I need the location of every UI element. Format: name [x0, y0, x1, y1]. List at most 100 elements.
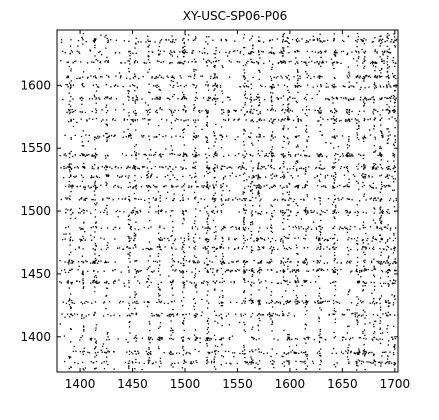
data-point	[228, 52, 230, 54]
data-point	[162, 136, 164, 138]
data-point	[249, 153, 251, 156]
data-point	[118, 176, 120, 178]
data-point	[82, 353, 84, 355]
data-point	[81, 335, 84, 337]
data-point	[374, 238, 376, 240]
data-point	[94, 152, 97, 155]
data-point	[270, 95, 273, 97]
data-point	[320, 85, 322, 87]
data-point	[334, 108, 336, 110]
data-point	[393, 85, 395, 87]
data-point	[250, 96, 252, 98]
data-point	[216, 165, 219, 167]
data-point	[159, 98, 161, 101]
data-point	[257, 63, 259, 65]
data-point	[200, 75, 202, 77]
data-point	[345, 118, 347, 121]
data-point	[136, 210, 138, 212]
data-point	[94, 248, 96, 251]
data-point	[257, 238, 260, 240]
data-point	[286, 260, 289, 263]
data-point	[282, 104, 284, 106]
data-points	[59, 32, 398, 371]
data-point	[97, 282, 99, 284]
data-point	[360, 96, 362, 98]
data-point	[295, 368, 298, 371]
data-point	[206, 221, 208, 223]
data-point	[282, 270, 284, 272]
data-point	[333, 83, 335, 85]
data-point	[244, 281, 246, 283]
data-point	[326, 246, 328, 248]
data-point	[258, 127, 260, 129]
data-point	[332, 86, 334, 88]
data-point	[271, 205, 273, 207]
data-point	[137, 167, 139, 169]
data-point	[195, 180, 197, 182]
data-point	[299, 154, 302, 156]
data-point	[348, 71, 350, 73]
data-point	[333, 178, 335, 180]
data-point	[221, 65, 223, 67]
data-point	[257, 150, 260, 152]
data-point	[260, 186, 262, 188]
data-point	[168, 39, 170, 41]
data-point	[152, 271, 154, 273]
data-point	[318, 120, 320, 122]
data-point	[86, 77, 89, 79]
data-point	[362, 353, 364, 355]
data-point	[305, 130, 307, 132]
data-point	[67, 209, 69, 211]
data-point	[273, 184, 275, 186]
data-point	[156, 301, 158, 304]
data-point	[382, 86, 385, 88]
data-point	[64, 269, 66, 271]
data-point	[260, 168, 262, 170]
data-point	[393, 247, 396, 250]
data-point	[319, 33, 321, 35]
data-point	[373, 282, 375, 284]
data-point	[306, 195, 309, 198]
data-point	[148, 139, 151, 141]
data-point	[159, 322, 162, 324]
data-point	[143, 154, 145, 156]
data-point	[253, 176, 255, 178]
data-point	[332, 313, 334, 315]
data-point	[69, 45, 72, 47]
data-point	[357, 316, 359, 318]
data-point	[207, 326, 209, 329]
data-point	[69, 209, 71, 211]
data-point	[381, 75, 383, 78]
data-point	[170, 122, 173, 124]
data-point	[206, 227, 208, 229]
data-point	[295, 185, 297, 187]
data-point	[162, 77, 164, 79]
data-point	[287, 143, 290, 145]
data-point	[287, 265, 289, 268]
data-point	[281, 41, 284, 43]
data-point	[287, 353, 289, 355]
data-point	[258, 192, 260, 194]
data-point	[287, 333, 289, 336]
data-point	[295, 154, 297, 156]
data-point	[177, 85, 179, 87]
data-point	[319, 239, 321, 241]
data-point	[221, 355, 223, 357]
data-point	[382, 351, 384, 353]
data-point	[80, 174, 83, 176]
data-point	[392, 352, 395, 354]
data-point	[182, 210, 185, 212]
data-point	[160, 281, 162, 284]
data-point	[134, 168, 136, 170]
data-point	[114, 261, 116, 263]
data-point	[120, 187, 122, 189]
data-point	[321, 269, 323, 271]
data-point	[128, 367, 130, 370]
data-point	[207, 84, 209, 86]
data-point	[67, 279, 69, 282]
data-point	[218, 315, 220, 317]
data-point	[364, 167, 366, 169]
data-point	[172, 366, 174, 368]
data-point	[180, 337, 183, 339]
data-point	[71, 108, 73, 111]
